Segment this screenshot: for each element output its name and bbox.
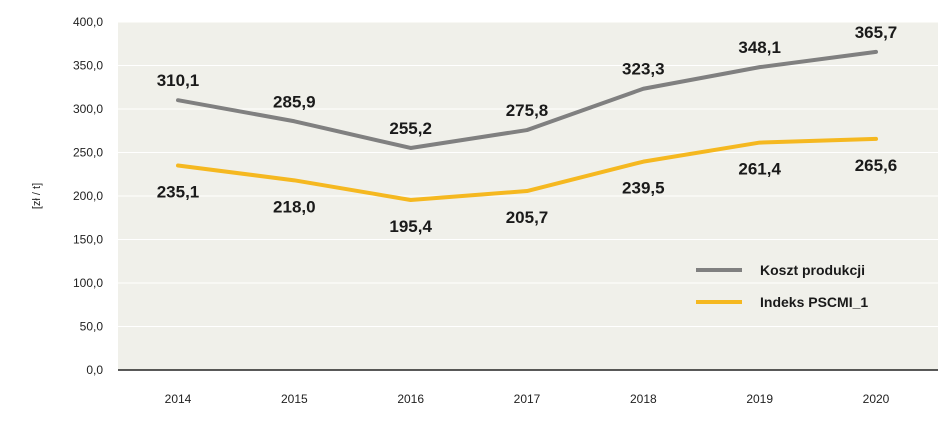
y-tick-label: 150,0 xyxy=(73,233,103,247)
data-label: 195,4 xyxy=(389,217,432,236)
y-axis-label: [zł / t] xyxy=(31,183,43,209)
x-tick-label: 2020 xyxy=(863,392,890,406)
data-label: 285,9 xyxy=(273,92,316,111)
legend-label: Indeks PSCMI_1 xyxy=(760,294,868,310)
y-tick-label: 300,0 xyxy=(73,102,103,116)
data-label: 205,7 xyxy=(506,208,549,227)
y-tick-label: 0,0 xyxy=(86,363,103,377)
data-label: 261,4 xyxy=(738,160,781,179)
data-label: 310,1 xyxy=(157,71,200,90)
data-label: 239,5 xyxy=(622,179,665,198)
data-label: 275,8 xyxy=(506,101,549,120)
x-tick-label: 2016 xyxy=(397,392,424,406)
y-tick-label: 400,0 xyxy=(73,15,103,29)
x-tick-label: 2018 xyxy=(630,392,657,406)
x-tick-label: 2017 xyxy=(514,392,541,406)
data-label: 323,3 xyxy=(622,60,665,79)
y-tick-label: 200,0 xyxy=(73,189,103,203)
y-tick-label: 50,0 xyxy=(80,320,104,334)
x-tick-label: 2019 xyxy=(746,392,773,406)
data-label: 365,7 xyxy=(855,23,898,42)
y-tick-label: 350,0 xyxy=(73,59,103,73)
series-line-2 xyxy=(176,136,878,203)
data-labels: 310,1 285,9 255,2 275,8 323,3 348,1 365,7 235,1… xyxy=(157,23,898,236)
data-label: 255,2 xyxy=(389,119,432,138)
data-label: 348,1 xyxy=(738,38,781,57)
legend-label: Koszt produkcji xyxy=(760,262,865,278)
x-axis-ticks: 2014 2015 2016 2017 2018 2019 2020 xyxy=(165,392,890,406)
data-label: 235,1 xyxy=(157,182,200,201)
data-label: 265,6 xyxy=(855,156,898,175)
y-tick-label: 250,0 xyxy=(73,146,103,160)
y-axis-ticks: 0,0 50,0 100,0 150,0 200,0 250,0 300,0 350,0 400… xyxy=(73,15,103,377)
legend: Koszt produkcji Indeks PSCMI_1 xyxy=(696,262,868,310)
grid-lines xyxy=(118,21,938,327)
x-tick-label: 2015 xyxy=(281,392,308,406)
x-tick-label: 2014 xyxy=(165,392,192,406)
y-tick-label: 100,0 xyxy=(73,276,103,290)
series-lines xyxy=(176,49,878,203)
data-label: 218,0 xyxy=(273,197,316,216)
series-line-1 xyxy=(176,49,878,150)
